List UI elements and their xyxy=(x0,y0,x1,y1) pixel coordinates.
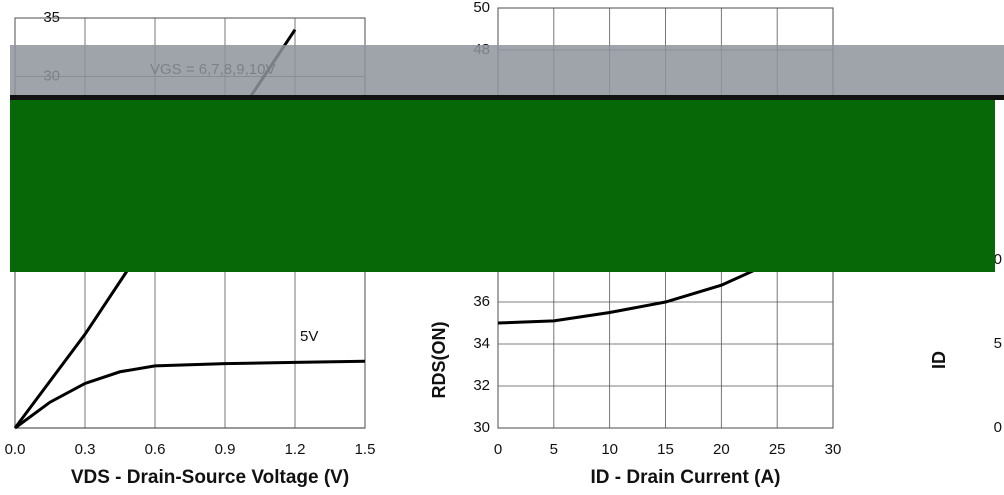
y-axis-label: RDS(ON) xyxy=(429,322,449,399)
x-tick-label: 1.2 xyxy=(285,441,306,458)
series-line xyxy=(14,359,366,430)
y-tick-label: 32 xyxy=(473,377,490,394)
y-tick-label: 30 xyxy=(473,419,490,436)
y-tick-label: 36 xyxy=(473,293,490,310)
x-tick-label: 15 xyxy=(657,441,674,458)
gray-band xyxy=(10,45,1004,97)
x-tick-label: 1.5 xyxy=(355,441,376,458)
y-tick-label: 35 xyxy=(43,9,60,26)
x-tick-label: 0.3 xyxy=(75,441,96,458)
x-tick-label: 20 xyxy=(713,441,730,458)
x-axis-label: VDS - Drain-Source Voltage (V) xyxy=(71,467,349,488)
overlay xyxy=(10,45,1004,272)
x-tick-label: 0 xyxy=(494,441,502,458)
x-axis-label: ID - Drain Current (A) xyxy=(591,467,781,488)
x-tick-label: 30 xyxy=(825,441,842,458)
x-tick-label: 0.0 xyxy=(5,441,26,458)
x-tick-label: 10 xyxy=(601,441,618,458)
y-tick-label: 0 xyxy=(994,419,1002,436)
y-axis-label: ID xyxy=(929,351,949,369)
y-tick-label: 5 xyxy=(994,335,1002,352)
annotation: 5V xyxy=(300,328,318,345)
y-tick-label: 34 xyxy=(473,335,490,352)
x-tick-label: 25 xyxy=(769,441,786,458)
y-tick-label: 50 xyxy=(473,0,490,16)
dark-line xyxy=(10,95,1004,100)
x-tick-label: 5 xyxy=(550,441,558,458)
x-tick-label: 0.9 xyxy=(215,441,236,458)
x-tick-label: 0.6 xyxy=(145,441,166,458)
green-block xyxy=(10,100,995,272)
